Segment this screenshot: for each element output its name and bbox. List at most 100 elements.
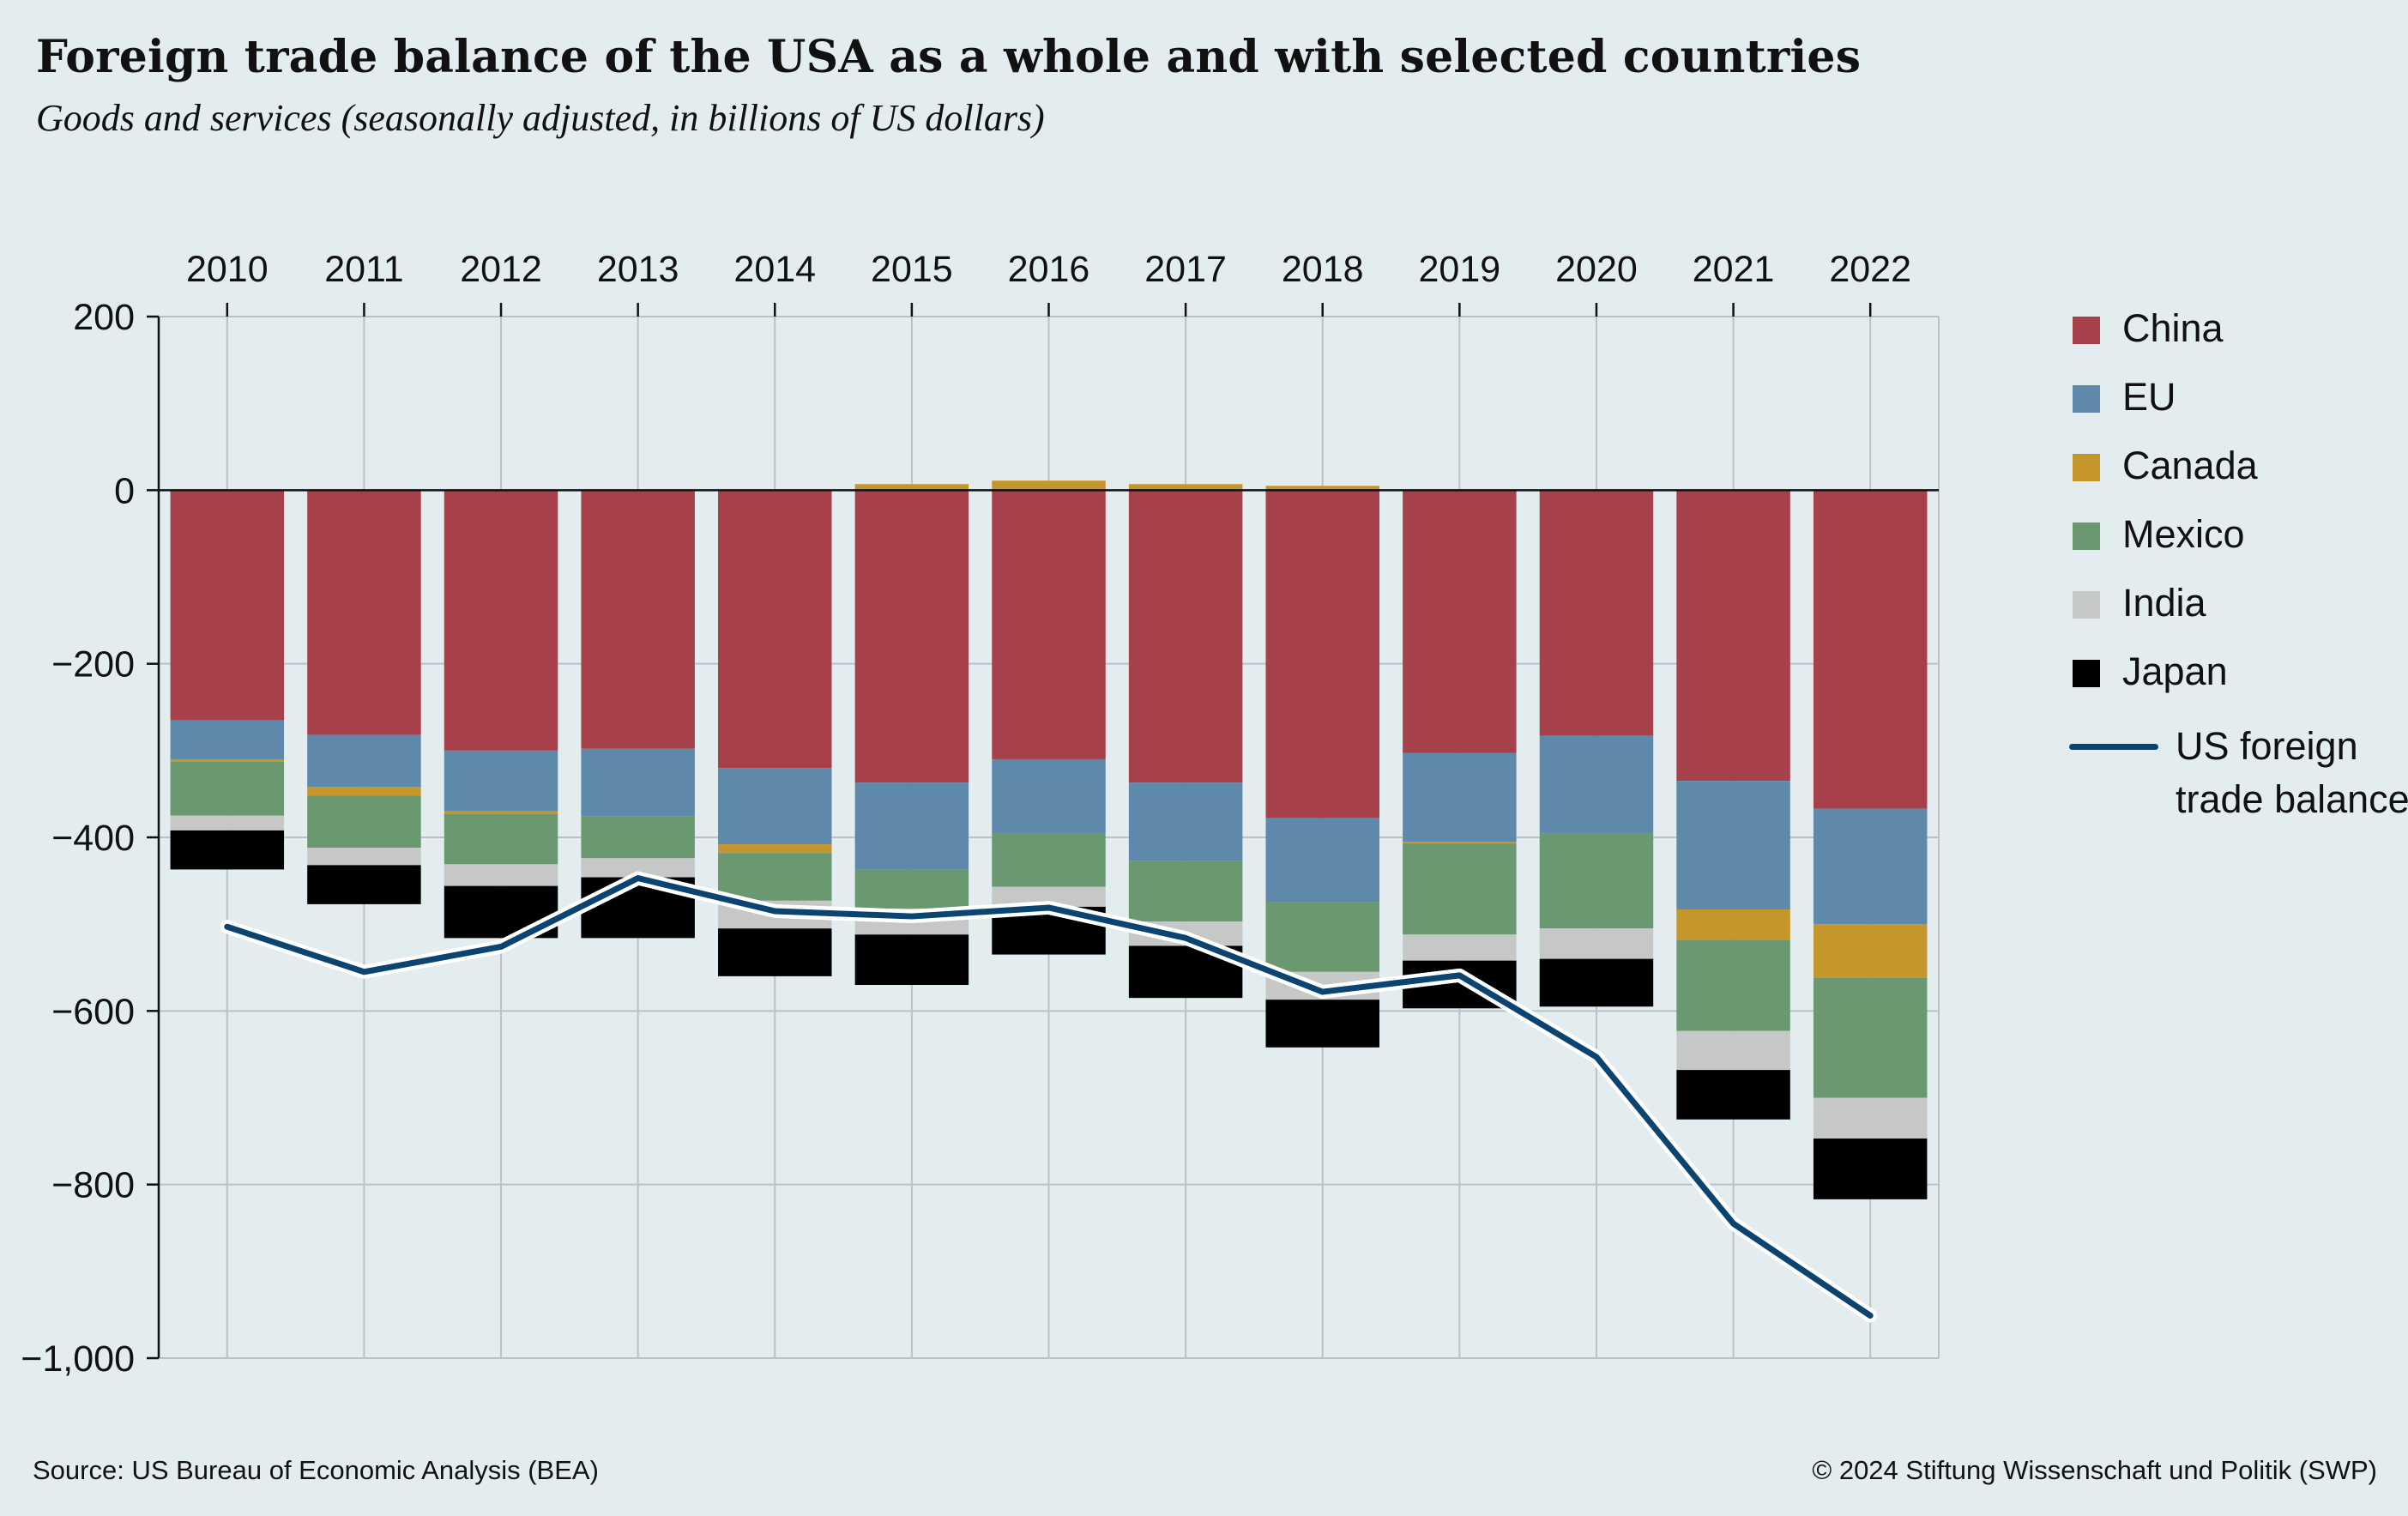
bar-japan-2014 xyxy=(718,928,832,976)
legend-label-india: India xyxy=(2122,581,2206,625)
trade-balance-point-2021 xyxy=(1730,1221,1736,1227)
y-tick-label: 200 xyxy=(73,297,135,338)
bar-canada-2014 xyxy=(718,844,832,854)
legend-label-china: China xyxy=(2122,306,2224,350)
bar-canada-2015 xyxy=(854,484,969,491)
bar-mexico-2022 xyxy=(1813,977,1928,1098)
bar-china-2020 xyxy=(1539,490,1654,736)
bar-china-2012 xyxy=(444,490,558,751)
bar-mexico-2017 xyxy=(1128,861,1243,922)
trade-balance-point-2017 xyxy=(1183,935,1189,941)
bar-india-2013 xyxy=(581,858,695,878)
bar-china-2010 xyxy=(170,490,285,721)
legend-swatch-eu xyxy=(2073,385,2100,413)
trade-balance-point-2016 xyxy=(1046,904,1052,910)
bar-india-2010 xyxy=(170,815,285,830)
legend-label-japan: Japan xyxy=(2122,649,2228,693)
bar-mexico-2018 xyxy=(1265,902,1379,972)
bar-japan-2015 xyxy=(854,934,969,985)
bar-japan-2020 xyxy=(1539,958,1654,1007)
trade-balance-point-2022 xyxy=(1868,1313,1874,1319)
y-tick-label: −200 xyxy=(51,644,135,686)
bar-eu-2010 xyxy=(170,720,285,759)
x-tick-label-2013: 2013 xyxy=(597,249,679,290)
copyright-note: © 2024 Stiftung Wissenschaft und Politik… xyxy=(1812,1455,2377,1485)
bar-canada-2017 xyxy=(1128,484,1243,491)
x-tick-label-2018: 2018 xyxy=(1282,249,1364,290)
bar-india-2021 xyxy=(1676,1030,1790,1071)
bar-eu-2012 xyxy=(444,750,558,812)
bar-eu-2013 xyxy=(581,748,695,817)
bar-china-2011 xyxy=(307,490,421,735)
chart-title: Foreign trade balance of the USA as a wh… xyxy=(36,31,1862,83)
x-tick-label-2012: 2012 xyxy=(460,249,542,290)
trade-balance-point-2010 xyxy=(224,924,230,930)
x-tick-label-2017: 2017 xyxy=(1144,249,1227,290)
x-tick-label-2014: 2014 xyxy=(733,249,816,290)
bar-mexico-2014 xyxy=(718,853,832,901)
bar-eu-2020 xyxy=(1539,735,1654,833)
legend-swatch-china xyxy=(2073,317,2100,344)
x-tick-label-2016: 2016 xyxy=(1008,249,1090,290)
bar-india-2012 xyxy=(444,864,558,886)
x-tick-label-2021: 2021 xyxy=(1693,249,1775,290)
legend-swatch-mexico xyxy=(2073,522,2100,550)
bar-india-2022 xyxy=(1813,1097,1928,1139)
source-note: Source: US Bureau of Economic Analysis (… xyxy=(33,1455,599,1485)
bar-india-2011 xyxy=(307,848,421,866)
bar-eu-2017 xyxy=(1128,782,1243,861)
trade-balance-point-2012 xyxy=(498,944,504,950)
bar-canada-2016 xyxy=(992,480,1106,491)
bar-india-2016 xyxy=(992,886,1106,907)
x-tick-label-2020: 2020 xyxy=(1555,249,1638,290)
legend-label-trade-balance: US foreign trade balance xyxy=(2176,724,2408,821)
legend-label-mexico: Mexico xyxy=(2122,512,2245,556)
y-tick-label: −400 xyxy=(51,818,135,859)
bar-eu-2022 xyxy=(1813,808,1928,925)
bar-mexico-2021 xyxy=(1676,939,1790,1031)
trade-balance-point-2014 xyxy=(772,908,778,914)
y-tick-label: −600 xyxy=(51,991,135,1032)
bar-china-2015 xyxy=(854,490,969,783)
bar-mexico-2010 xyxy=(170,761,285,816)
legend-swatch-japan xyxy=(2073,660,2100,687)
trade-balance-point-2018 xyxy=(1319,989,1325,995)
bar-eu-2018 xyxy=(1265,818,1379,903)
y-tick-label: −1,000 xyxy=(21,1338,135,1380)
x-tick-label-2019: 2019 xyxy=(1419,249,1501,290)
bar-china-2014 xyxy=(718,490,832,769)
bar-india-2019 xyxy=(1403,934,1517,961)
x-tick-label-2022: 2022 xyxy=(1829,249,1911,290)
bar-mexico-2011 xyxy=(307,795,421,849)
bar-canada-2011 xyxy=(307,787,421,796)
bar-mexico-2020 xyxy=(1539,832,1654,929)
bar-japan-2021 xyxy=(1676,1070,1790,1120)
trade-balance-point-2015 xyxy=(908,914,914,920)
trade-balance-point-2011 xyxy=(361,969,367,975)
bar-japan-2022 xyxy=(1813,1139,1928,1199)
bar-china-2017 xyxy=(1128,490,1243,783)
trade-balance-point-2019 xyxy=(1457,972,1463,978)
legend-label-canada: Canada xyxy=(2122,444,2258,487)
bar-eu-2015 xyxy=(854,782,969,870)
bar-china-2018 xyxy=(1265,490,1379,818)
bar-india-2020 xyxy=(1539,928,1654,959)
bar-canada-2018 xyxy=(1265,486,1379,491)
trade-balance-point-2013 xyxy=(635,875,641,881)
bar-eu-2021 xyxy=(1676,781,1790,909)
x-tick-label-2015: 2015 xyxy=(871,249,953,290)
bar-china-2016 xyxy=(992,490,1106,759)
legend-line-swatch xyxy=(2069,744,2158,750)
y-tick-label: 0 xyxy=(114,470,135,511)
bar-eu-2016 xyxy=(992,758,1106,833)
legend-swatch-canada xyxy=(2073,454,2100,481)
bar-mexico-2015 xyxy=(854,869,969,909)
bar-mexico-2016 xyxy=(992,832,1106,887)
trade-balance-point-2020 xyxy=(1593,1054,1599,1060)
x-tick-label-2011: 2011 xyxy=(324,249,403,290)
chart-subtitle: Goods and services (seasonally adjusted,… xyxy=(36,97,1045,139)
legend-swatch-india xyxy=(2073,591,2100,619)
bar-eu-2011 xyxy=(307,734,421,788)
bar-eu-2019 xyxy=(1403,752,1517,843)
bar-canada-2022 xyxy=(1813,924,1928,978)
